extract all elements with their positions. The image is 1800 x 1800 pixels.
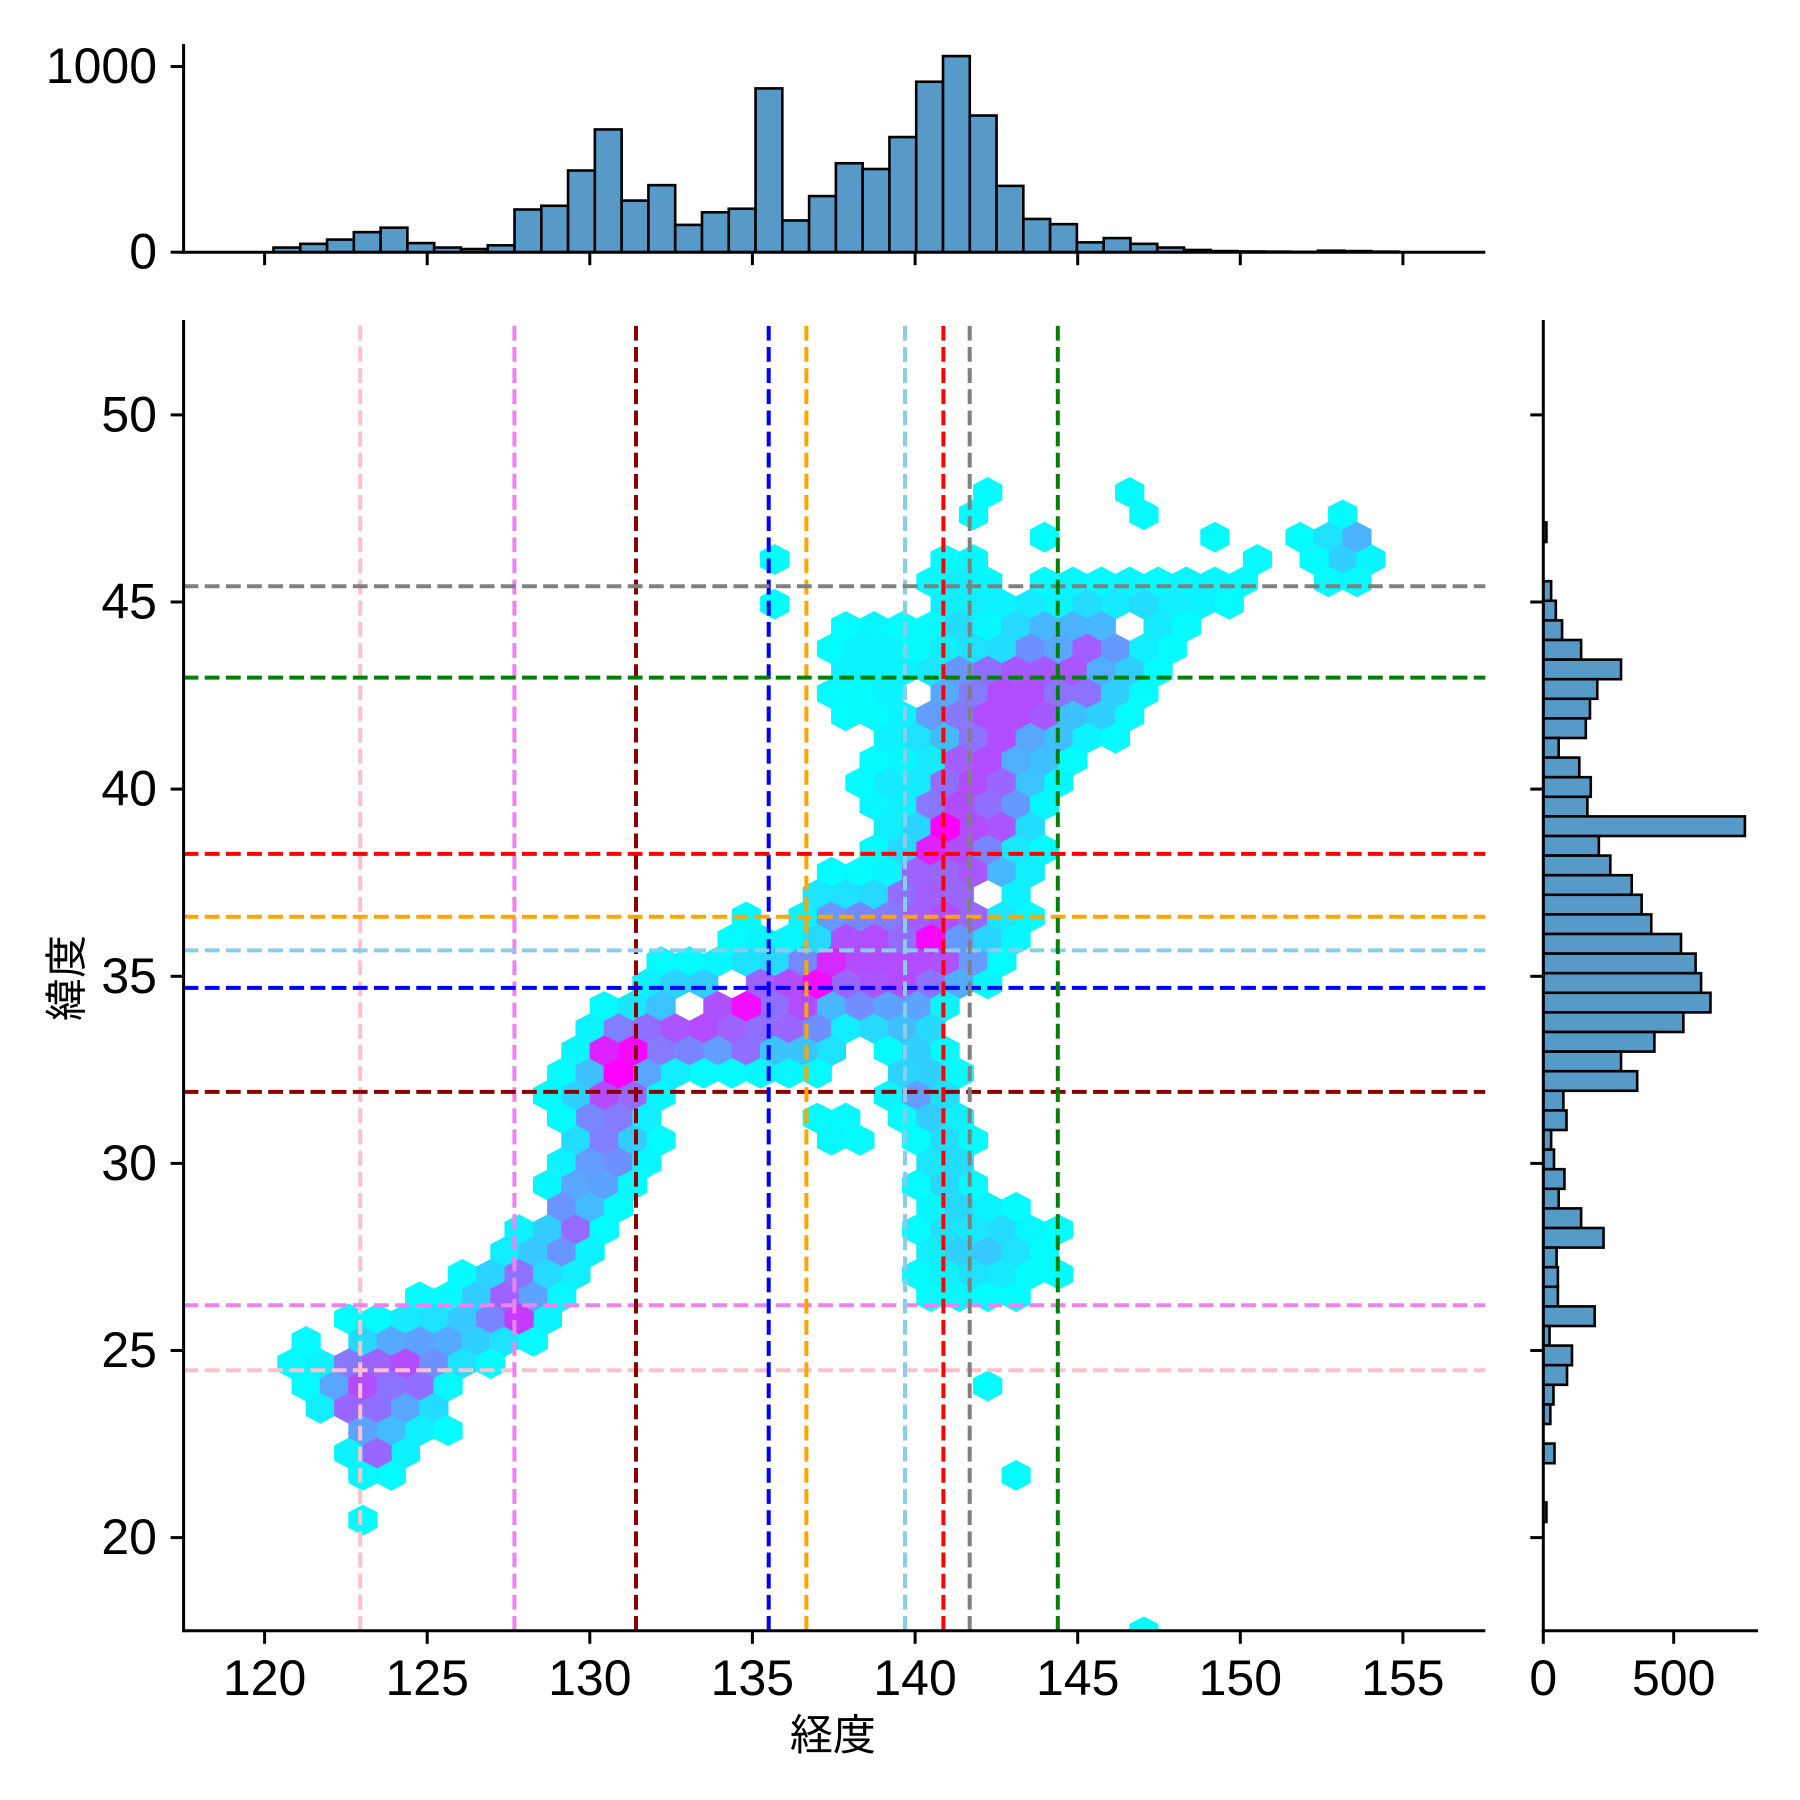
svg-text:155: 155 xyxy=(1361,1650,1444,1706)
svg-text:145: 145 xyxy=(1036,1650,1119,1706)
svg-text:0: 0 xyxy=(1529,1650,1557,1706)
svg-text:135: 135 xyxy=(711,1650,794,1706)
svg-text:35: 35 xyxy=(101,948,157,1004)
svg-text:150: 150 xyxy=(1199,1650,1282,1706)
svg-text:1000: 1000 xyxy=(46,38,157,94)
svg-text:40: 40 xyxy=(101,761,157,817)
svg-text:20: 20 xyxy=(101,1509,157,1565)
svg-text:130: 130 xyxy=(548,1650,631,1706)
svg-text:45: 45 xyxy=(101,574,157,630)
svg-text:30: 30 xyxy=(101,1135,157,1191)
svg-text:25: 25 xyxy=(101,1322,157,1378)
svg-text:500: 500 xyxy=(1632,1650,1715,1706)
svg-text:140: 140 xyxy=(873,1650,956,1706)
svg-text:0: 0 xyxy=(129,224,157,280)
svg-text:125: 125 xyxy=(385,1650,468,1706)
svg-text:50: 50 xyxy=(101,386,157,442)
svg-text:120: 120 xyxy=(223,1650,306,1706)
